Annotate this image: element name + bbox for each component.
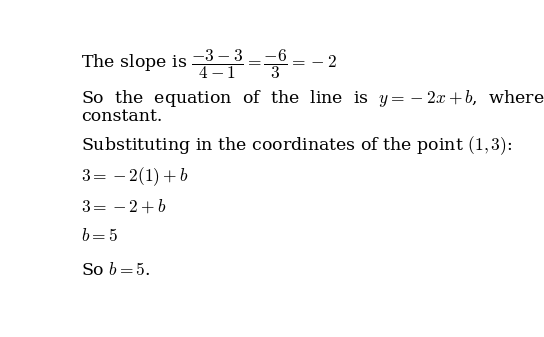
Text: The slope is $\dfrac{-3-3}{4-1} = \dfrac{-6}{3} = -2$: The slope is $\dfrac{-3-3}{4-1} = \dfrac… [81, 47, 337, 81]
Text: So  the  equation  of  the  line  is  $y = -2x + b$,  where  $b$  is  a: So the equation of the line is $y = -2x … [81, 88, 544, 109]
Text: $b = 5$: $b = 5$ [81, 228, 118, 245]
Text: Substituting in the coordinates of the point $(1, 3)$:: Substituting in the coordinates of the p… [81, 134, 512, 157]
Text: $3 = -2(1) + b$: $3 = -2(1) + b$ [81, 165, 188, 188]
Text: constant.: constant. [81, 109, 162, 125]
Text: So $b = 5$.: So $b = 5$. [81, 262, 150, 279]
Text: $3 = -2 + b$: $3 = -2 + b$ [81, 198, 166, 215]
